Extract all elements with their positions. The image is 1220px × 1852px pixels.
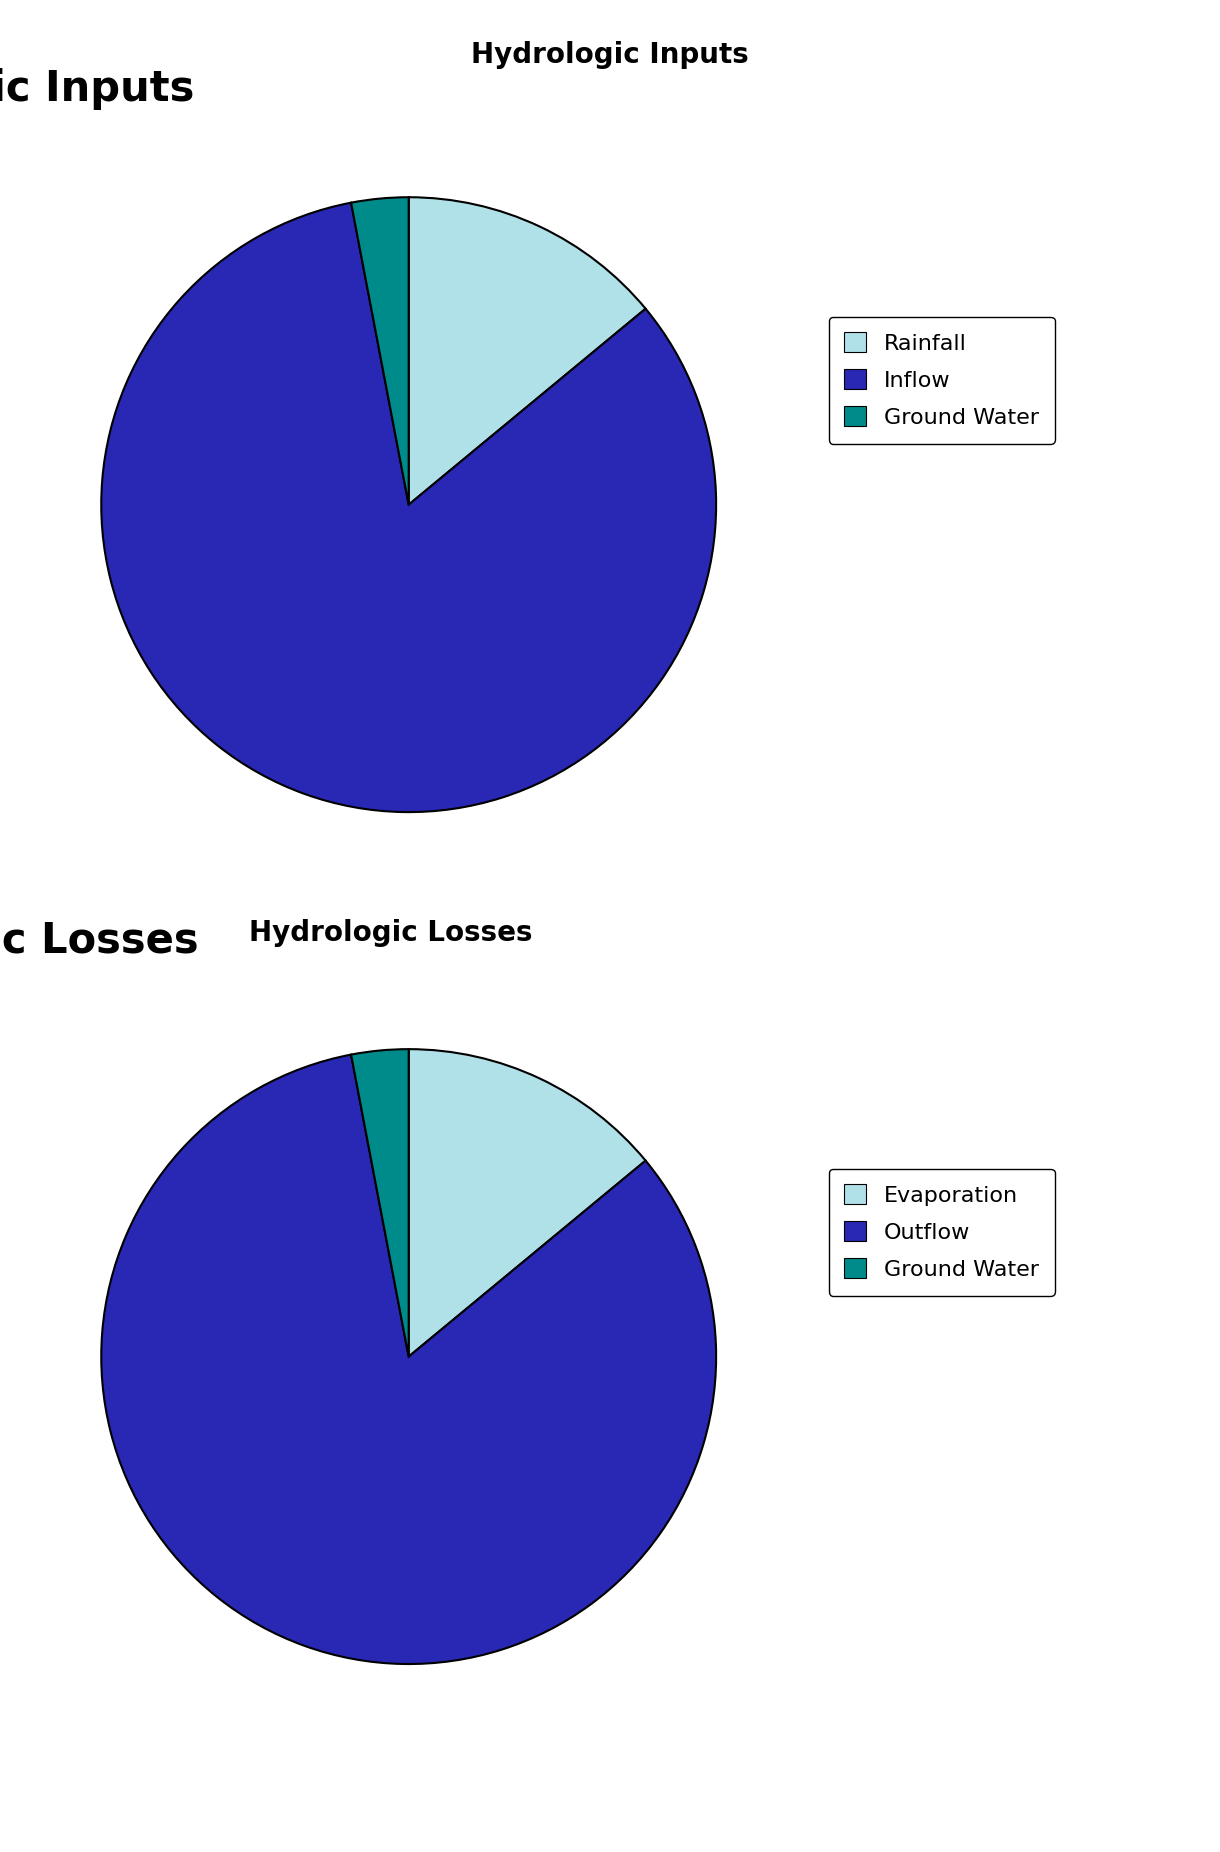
Wedge shape	[351, 1048, 409, 1356]
Wedge shape	[101, 202, 716, 813]
Wedge shape	[409, 1048, 645, 1356]
Text: Hydrologic Inputs: Hydrologic Inputs	[471, 41, 749, 69]
Legend: Evaporation, Outflow, Ground Water: Evaporation, Outflow, Ground Water	[828, 1169, 1054, 1296]
Title: Hydrologic Losses: Hydrologic Losses	[0, 920, 199, 961]
Wedge shape	[351, 196, 409, 504]
Title: Hydrologic Inputs: Hydrologic Inputs	[0, 69, 194, 109]
Legend: Rainfall, Inflow, Ground Water: Rainfall, Inflow, Ground Water	[828, 317, 1054, 444]
Text: Hydrologic Losses: Hydrologic Losses	[249, 919, 532, 948]
Wedge shape	[409, 196, 645, 504]
Wedge shape	[101, 1054, 716, 1665]
